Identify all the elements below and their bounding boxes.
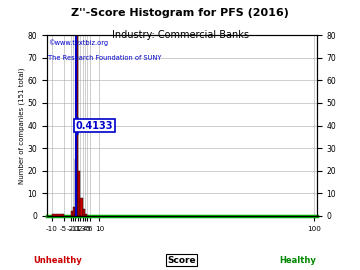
Text: Industry: Commercial Banks: Industry: Commercial Banks (112, 30, 248, 40)
Text: 0.4133: 0.4133 (76, 120, 113, 131)
Bar (80, 198, 83, 216)
Text: Score: Score (167, 256, 196, 265)
Bar (83, 209, 85, 216)
Text: The Research Foundation of SUNY: The Research Foundation of SUNY (48, 55, 162, 62)
Text: Z''-Score Histogram for PFS (2016): Z''-Score Histogram for PFS (2016) (71, 8, 289, 18)
Bar (71, 211, 73, 216)
Bar (78, 171, 80, 216)
Bar (77, 35, 78, 216)
Text: Healthy: Healthy (279, 256, 316, 265)
Y-axis label: Number of companies (151 total): Number of companies (151 total) (18, 67, 24, 184)
Bar (85, 214, 87, 216)
Bar (51, 214, 63, 216)
Text: ©www.textbiz.org: ©www.textbiz.org (48, 40, 108, 46)
Text: Unhealthy: Unhealthy (33, 256, 82, 265)
Bar (76, 160, 77, 216)
Bar (73, 207, 76, 216)
